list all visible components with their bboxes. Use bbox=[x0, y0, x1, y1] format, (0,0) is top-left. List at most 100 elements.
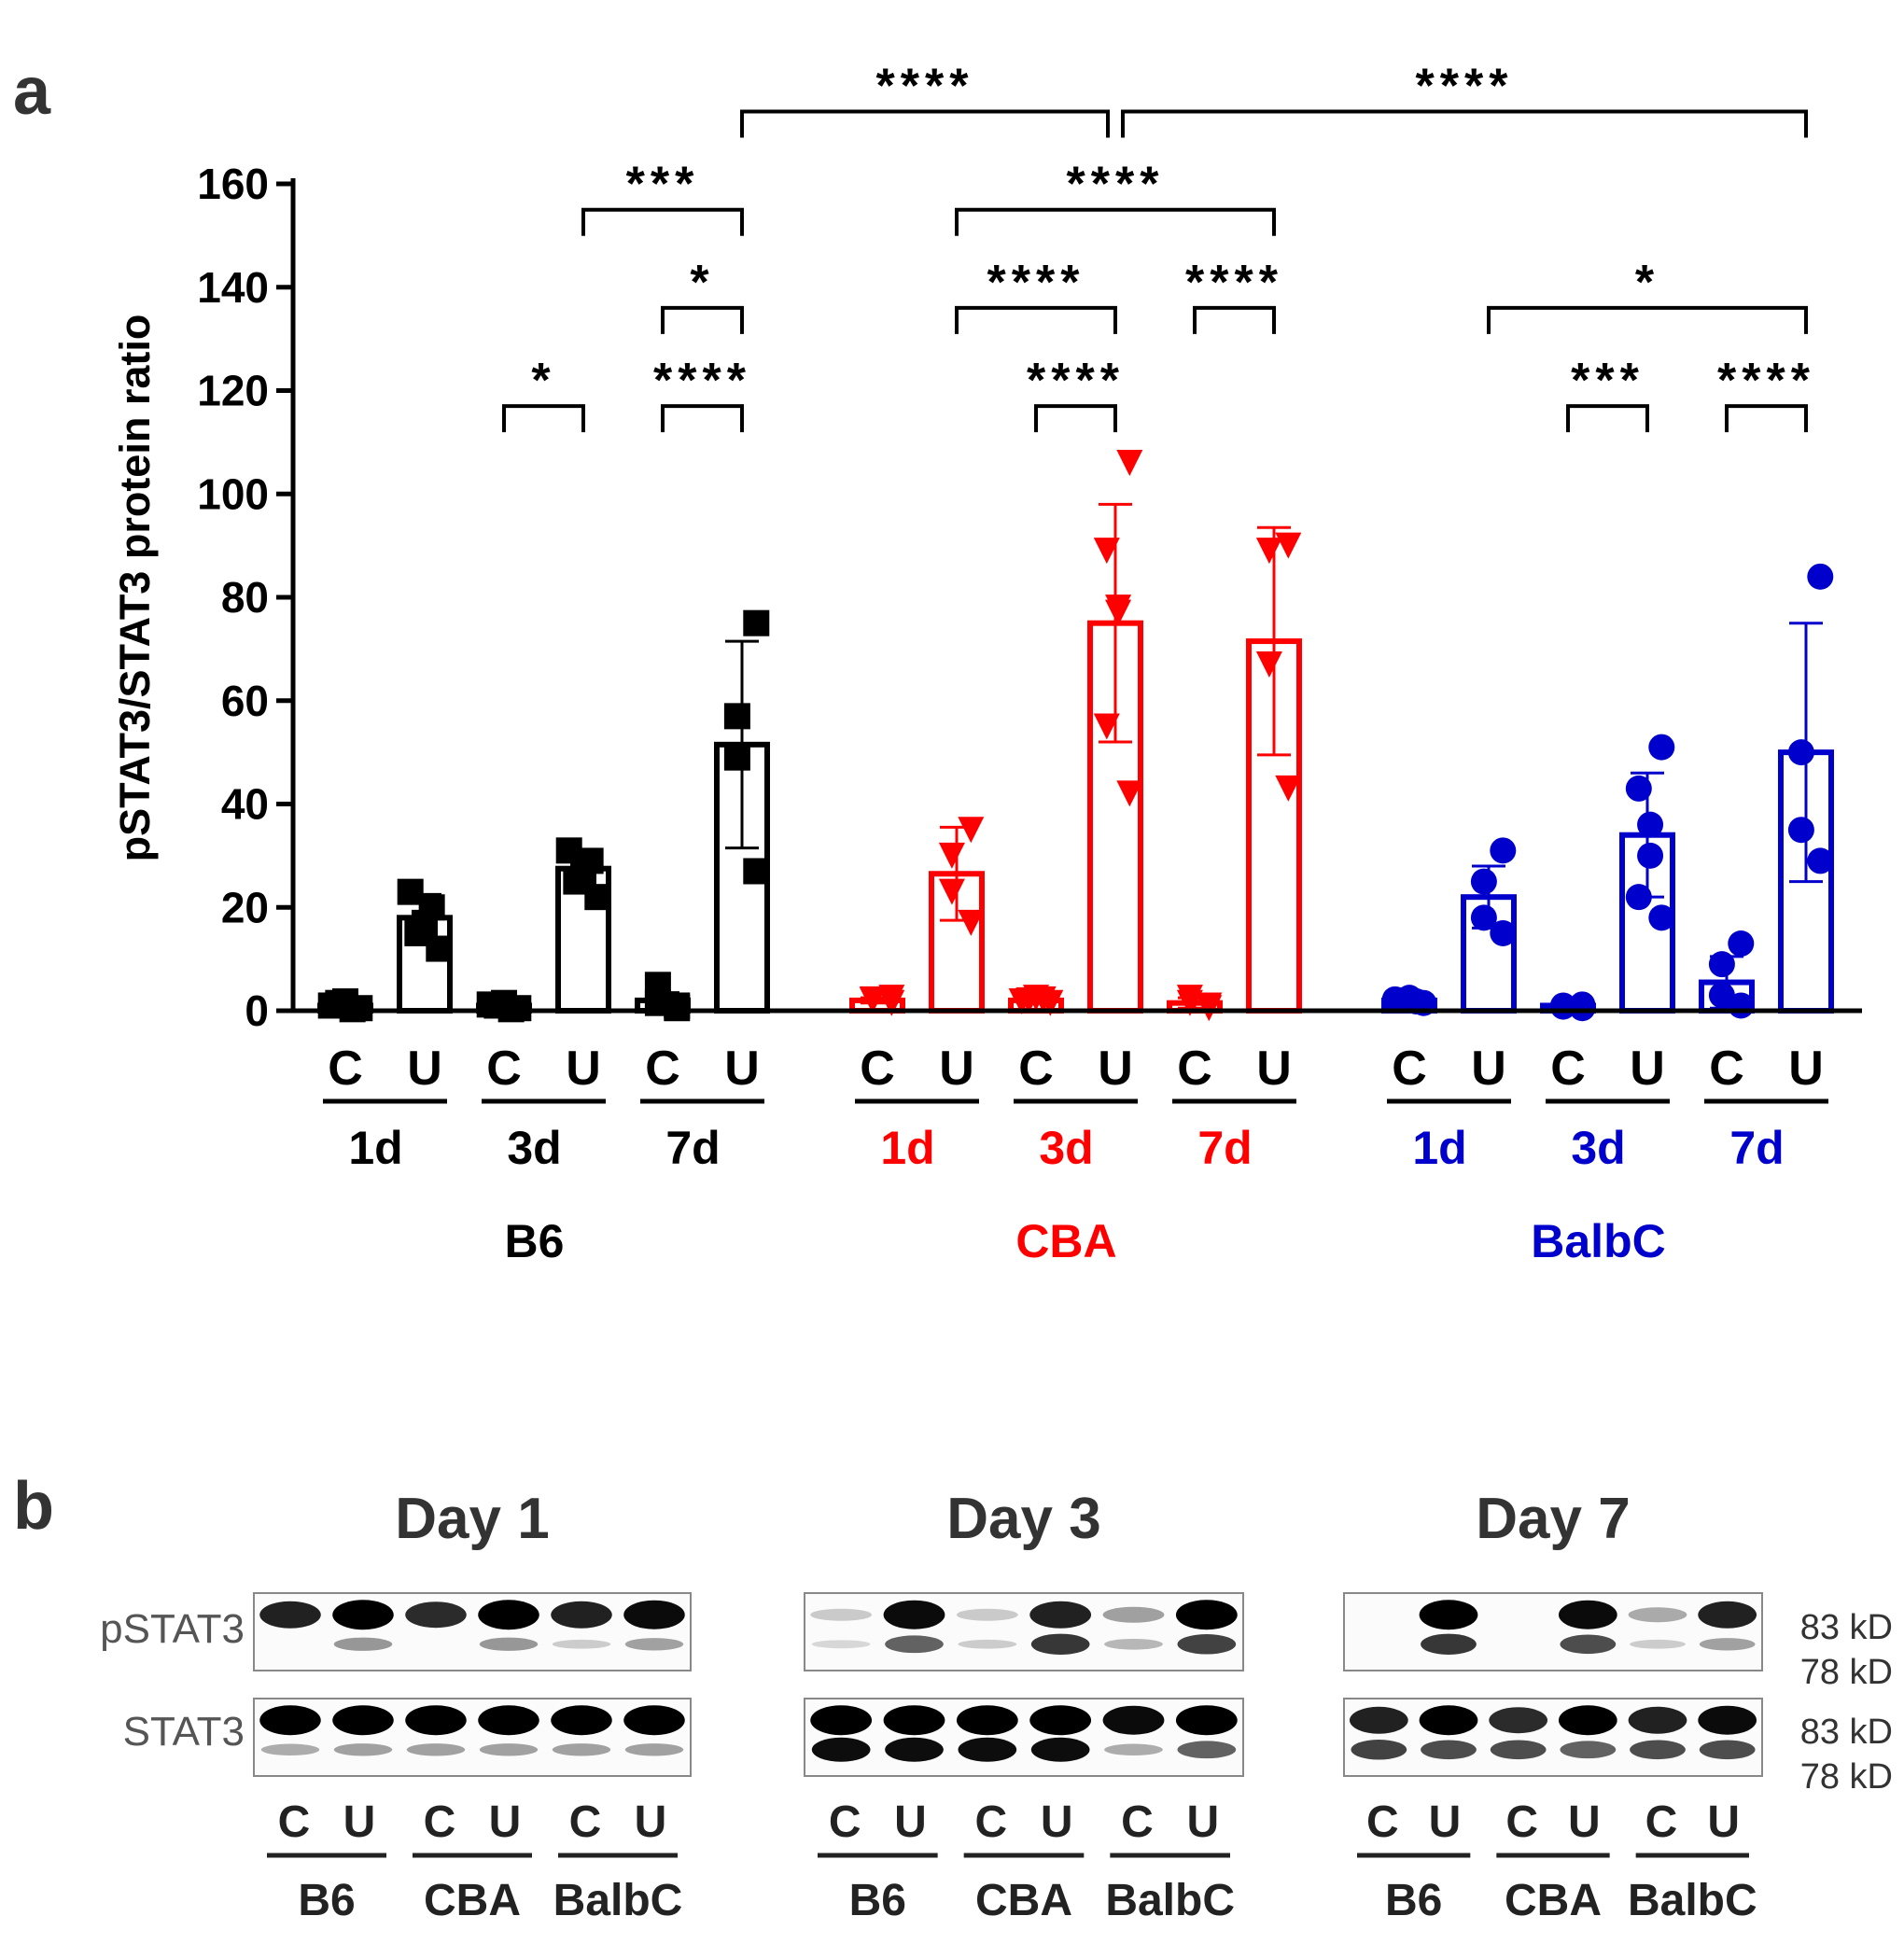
data-points bbox=[317, 450, 1834, 1023]
data-point-triangle bbox=[1116, 450, 1143, 477]
blot-band bbox=[1419, 1600, 1478, 1630]
significance-stars: **** bbox=[1717, 354, 1815, 408]
blot-band bbox=[479, 1743, 539, 1756]
y-tick-label: 0 bbox=[245, 986, 269, 1035]
blot-group-label: BalbC bbox=[553, 1876, 683, 1925]
day-label: 7d bbox=[665, 1122, 720, 1174]
day-label: 3d bbox=[507, 1122, 561, 1174]
panel-b-label: b bbox=[13, 1469, 54, 1544]
blot-band bbox=[478, 1600, 539, 1630]
data-point-circle bbox=[1470, 904, 1497, 931]
blot-band bbox=[956, 1608, 1018, 1621]
blot-band bbox=[1560, 1741, 1617, 1759]
blot-band bbox=[1628, 1607, 1687, 1623]
data-point-circle bbox=[1708, 982, 1735, 1009]
data-point-circle bbox=[1637, 842, 1664, 869]
significance-stars: **** bbox=[876, 59, 974, 113]
significance-bracket bbox=[502, 404, 585, 433]
significance-bracket bbox=[740, 109, 1110, 138]
blot-group-label: B6 bbox=[849, 1876, 906, 1925]
data-point-triangle bbox=[859, 986, 886, 1013]
significance-stars: **** bbox=[1027, 354, 1125, 408]
data-point-circle bbox=[1637, 811, 1664, 838]
blot-band bbox=[1102, 1606, 1165, 1623]
condition-label: U bbox=[939, 1042, 974, 1096]
y-axis-label: pSTAT3/STAT3 protein ratio bbox=[111, 315, 159, 862]
blot-band bbox=[406, 1743, 466, 1756]
data-point-triangle bbox=[958, 817, 985, 844]
data-point-triangle bbox=[958, 909, 985, 936]
blot-band bbox=[956, 1705, 1018, 1736]
kd-label: 78 kD bbox=[1800, 1653, 1893, 1692]
condition-label: C bbox=[1018, 1042, 1054, 1096]
blot-band bbox=[1699, 1638, 1756, 1651]
blot-lane-label: U bbox=[1707, 1797, 1740, 1847]
strain-label: B6 bbox=[505, 1215, 565, 1267]
blot-membrane bbox=[253, 1592, 692, 1671]
strain-label: CBA bbox=[1015, 1215, 1116, 1267]
blot-membrane bbox=[804, 1698, 1244, 1777]
y-tick-label: 40 bbox=[221, 780, 269, 829]
blot-band bbox=[958, 1639, 1017, 1649]
blot-band bbox=[883, 1600, 945, 1629]
blot-lane-label: C bbox=[974, 1797, 1007, 1847]
blot-band bbox=[259, 1705, 321, 1736]
blot-band bbox=[624, 1743, 684, 1756]
blot-row-label-pstat3: pSTAT3 bbox=[100, 1606, 245, 1652]
y-tick-label: 60 bbox=[221, 677, 269, 725]
data-point-circle bbox=[1728, 930, 1755, 958]
data-point-triangle bbox=[878, 985, 905, 1012]
blot-lane-label: C bbox=[424, 1797, 456, 1847]
kd-label: 78 kD bbox=[1800, 1757, 1893, 1797]
blot-band bbox=[885, 1635, 944, 1654]
condition-label: C bbox=[645, 1042, 680, 1096]
data-point-square bbox=[397, 878, 424, 905]
significance-stars: **** bbox=[987, 256, 1085, 310]
blot-band bbox=[1698, 1601, 1757, 1629]
blot-title: Day 7 bbox=[1476, 1487, 1630, 1551]
y-tick-label: 120 bbox=[197, 367, 269, 415]
significance-bracket bbox=[1566, 404, 1649, 433]
panel-a-label: a bbox=[13, 54, 51, 129]
condition-label: U bbox=[1256, 1042, 1292, 1096]
day-label: 7d bbox=[1729, 1122, 1784, 1174]
condition-label: U bbox=[1098, 1042, 1133, 1096]
bars bbox=[317, 502, 1834, 1014]
blot-group-label: B6 bbox=[298, 1876, 355, 1925]
blot-band bbox=[405, 1601, 467, 1629]
blot-lane-label: C bbox=[829, 1797, 861, 1847]
data-point-circle bbox=[1381, 986, 1408, 1013]
blot-group-label: CBA bbox=[1505, 1876, 1602, 1925]
condition-label: C bbox=[1392, 1042, 1427, 1096]
y-tick-label: 80 bbox=[221, 573, 269, 622]
data-point-circle bbox=[1625, 775, 1652, 802]
data-point-square bbox=[555, 837, 582, 864]
blot-title: Day 1 bbox=[395, 1487, 549, 1551]
significance-bracket bbox=[955, 207, 1276, 236]
blot-band bbox=[478, 1705, 539, 1736]
condition-label: U bbox=[407, 1042, 442, 1096]
blot-group-label: CBA bbox=[975, 1876, 1072, 1925]
data-point-square bbox=[723, 703, 750, 730]
blot-lane-label: C bbox=[1505, 1797, 1538, 1847]
data-point-triangle bbox=[1196, 992, 1223, 1019]
blot-band bbox=[1175, 1600, 1238, 1630]
blot-band bbox=[1699, 1740, 1756, 1760]
blot-band bbox=[332, 1600, 394, 1630]
blot-group-label: B6 bbox=[1385, 1876, 1442, 1925]
blot-lane-label: U bbox=[343, 1797, 376, 1847]
day-label: 3d bbox=[1571, 1122, 1625, 1174]
day-label: 7d bbox=[1197, 1122, 1252, 1174]
y-tick-label: 140 bbox=[197, 263, 269, 312]
blot-lane-label: U bbox=[894, 1797, 927, 1847]
significance-stars: **** bbox=[1416, 59, 1514, 113]
data-point-circle bbox=[1787, 739, 1814, 766]
data-point-triangle bbox=[938, 878, 965, 905]
significance-stars: * bbox=[690, 256, 714, 310]
blot-band bbox=[958, 1737, 1017, 1762]
blot-band bbox=[1177, 1741, 1237, 1759]
condition-label: U bbox=[1630, 1042, 1665, 1096]
day-label: 1d bbox=[880, 1122, 934, 1174]
blot-lane-label: C bbox=[1366, 1797, 1399, 1847]
